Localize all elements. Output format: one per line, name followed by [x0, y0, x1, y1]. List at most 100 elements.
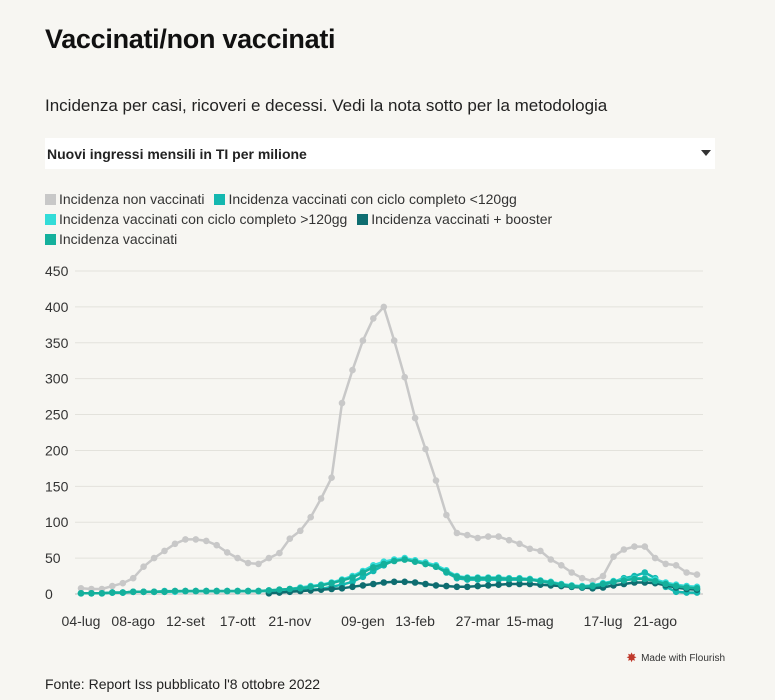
data-point[interactable]: [693, 585, 701, 592]
legend-item-vaccinati[interactable]: Incidenza vaccinati: [45, 230, 177, 249]
data-point[interactable]: [453, 583, 461, 591]
data-point[interactable]: [359, 582, 367, 589]
data-point[interactable]: [453, 573, 461, 581]
data-point[interactable]: [620, 577, 628, 584]
data-point[interactable]: [516, 540, 523, 548]
data-point[interactable]: [349, 366, 356, 374]
data-point[interactable]: [693, 571, 701, 578]
data-point[interactable]: [526, 576, 534, 583]
data-point[interactable]: [474, 534, 482, 542]
data-point[interactable]: [150, 554, 158, 562]
data-point[interactable]: [537, 547, 544, 555]
data-point[interactable]: [474, 574, 482, 582]
data-point[interactable]: [109, 589, 116, 596]
legend-item-non-vaccinati[interactable]: Incidenza non vaccinati: [45, 190, 205, 209]
data-point[interactable]: [265, 587, 273, 594]
data-point[interactable]: [631, 575, 638, 583]
data-point[interactable]: [578, 574, 586, 582]
data-point[interactable]: [171, 540, 179, 548]
data-point[interactable]: [432, 582, 440, 589]
data-point[interactable]: [526, 545, 534, 553]
data-point[interactable]: [129, 588, 137, 596]
data-point[interactable]: [328, 474, 335, 482]
data-point[interactable]: [370, 564, 377, 571]
data-point[interactable]: [140, 588, 147, 596]
data-point[interactable]: [558, 562, 565, 569]
data-point[interactable]: [119, 589, 127, 596]
data-point[interactable]: [276, 549, 283, 557]
data-point[interactable]: [213, 541, 220, 549]
data-point[interactable]: [547, 556, 555, 563]
data-point[interactable]: [651, 554, 659, 562]
data-point[interactable]: [568, 582, 575, 590]
data-point[interactable]: [109, 582, 116, 590]
data-point[interactable]: [610, 553, 617, 560]
data-point[interactable]: [589, 582, 596, 590]
data-point[interactable]: [432, 563, 440, 570]
data-point[interactable]: [192, 536, 200, 543]
data-point[interactable]: [338, 585, 346, 592]
data-point[interactable]: [453, 529, 461, 537]
data-point[interactable]: [349, 574, 356, 581]
data-point[interactable]: [662, 580, 669, 588]
data-point[interactable]: [641, 543, 649, 550]
data-point[interactable]: [317, 582, 325, 589]
data-point[interactable]: [422, 445, 429, 453]
legend-item-ciclo-lt120[interactable]: Incidenza vaccinati con ciclo completo <…: [214, 190, 517, 209]
metric-select[interactable]: Nuovi ingressi mensili in TI per milione: [45, 138, 715, 169]
data-point[interactable]: [307, 583, 315, 591]
data-point[interactable]: [370, 315, 377, 322]
data-point[interactable]: [265, 554, 273, 562]
data-point[interactable]: [234, 554, 241, 562]
data-point[interactable]: [161, 588, 168, 596]
data-point[interactable]: [370, 580, 377, 588]
data-point[interactable]: [286, 585, 294, 593]
data-point[interactable]: [223, 549, 231, 556]
data-point[interactable]: [390, 578, 398, 586]
data-point[interactable]: [182, 536, 189, 543]
data-point[interactable]: [317, 495, 325, 502]
data-point[interactable]: [171, 587, 179, 595]
data-point[interactable]: [401, 578, 409, 586]
data-point[interactable]: [286, 535, 294, 542]
data-point[interactable]: [443, 582, 450, 590]
data-point[interactable]: [203, 537, 210, 545]
data-point[interactable]: [338, 577, 346, 584]
data-point[interactable]: [328, 585, 335, 593]
data-point[interactable]: [620, 546, 628, 553]
data-point[interactable]: [129, 574, 137, 582]
data-point[interactable]: [244, 559, 252, 567]
data-point[interactable]: [443, 511, 450, 519]
data-point[interactable]: [432, 477, 440, 484]
data-point[interactable]: [359, 569, 367, 576]
data-point[interactable]: [599, 572, 607, 580]
data-point[interactable]: [380, 560, 388, 568]
data-point[interactable]: [380, 579, 388, 586]
data-point[interactable]: [401, 373, 409, 381]
data-point[interactable]: [516, 580, 523, 588]
data-point[interactable]: [223, 587, 231, 595]
data-point[interactable]: [464, 531, 471, 539]
data-point[interactable]: [255, 560, 262, 568]
data-point[interactable]: [203, 587, 210, 595]
data-point[interactable]: [484, 533, 492, 540]
data-point[interactable]: [422, 580, 429, 588]
data-point[interactable]: [484, 582, 492, 589]
data-point[interactable]: [213, 587, 220, 595]
data-point[interactable]: [662, 560, 669, 568]
data-point[interactable]: [495, 581, 502, 588]
data-point[interactable]: [390, 557, 398, 565]
data-point[interactable]: [150, 588, 158, 596]
data-point[interactable]: [464, 574, 471, 582]
data-point[interactable]: [672, 562, 680, 569]
data-point[interactable]: [558, 581, 565, 588]
data-point[interactable]: [641, 569, 649, 576]
data-point[interactable]: [380, 303, 388, 311]
data-point[interactable]: [464, 583, 471, 591]
data-point[interactable]: [505, 536, 513, 544]
data-point[interactable]: [683, 569, 690, 576]
data-point[interactable]: [390, 337, 398, 344]
data-point[interactable]: [495, 574, 502, 582]
data-point[interactable]: [537, 577, 544, 585]
data-point[interactable]: [672, 582, 680, 590]
